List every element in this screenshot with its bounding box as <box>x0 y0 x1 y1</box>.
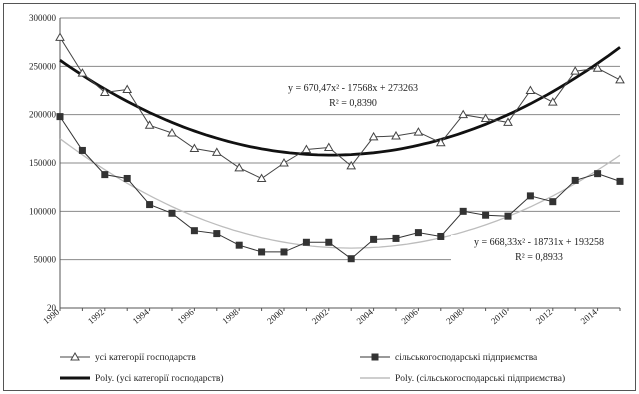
data-point-enterprises <box>280 248 288 256</box>
data-point-all-categories <box>99 87 110 96</box>
data-point-enterprises <box>392 234 400 242</box>
legend-marker-all <box>70 351 80 361</box>
data-point-enterprises <box>526 192 534 200</box>
legend: усі категорії господарств сільськогоспод… <box>60 351 565 384</box>
y-tick-label: 200000 <box>29 110 57 120</box>
data-point-all-categories <box>547 97 558 106</box>
y-tick-label: 20 <box>47 303 57 313</box>
equation-2-bg <box>451 235 627 264</box>
data-point-all-categories <box>391 130 401 140</box>
data-point-enterprises <box>302 238 310 246</box>
data-point-all-categories <box>525 85 536 95</box>
data-point-all-categories <box>77 68 88 77</box>
data-point-enterprises <box>482 211 490 219</box>
trendline-2 <box>59 138 621 249</box>
r-squared-2: R² = 0,8933 <box>515 252 563 263</box>
y-tick-label: 100000 <box>29 206 57 216</box>
data-point-enterprises <box>78 146 86 154</box>
data-point-all-categories <box>167 128 177 137</box>
legend-label-poly-enterprises: Poly. (сільськогосподарські підприємства… <box>395 373 565 384</box>
data-point-enterprises <box>370 235 378 243</box>
data-point-all-categories <box>55 32 65 41</box>
chart-border <box>3 3 636 391</box>
data-point-all-categories <box>234 162 245 172</box>
series-group <box>55 32 625 263</box>
y-tick-label: 150000 <box>29 158 57 168</box>
r-squared-1: R² = 0,8390 <box>329 98 377 109</box>
data-point-all-categories <box>346 160 357 170</box>
data-point-enterprises <box>235 241 243 249</box>
trendlines <box>59 46 621 249</box>
trend-equations: y = 670,47x² - 17568x + 273263 R² = 0,83… <box>262 80 627 264</box>
data-point-enterprises <box>347 255 355 263</box>
legend-label-all: усі категорії господарств <box>95 353 196 363</box>
data-point-all-categories <box>480 113 491 123</box>
series-line-2 <box>59 116 621 260</box>
series-line-1 <box>59 37 621 180</box>
data-point-enterprises <box>459 207 467 215</box>
legend-marker-enterprises <box>371 353 379 361</box>
data-point-all-categories <box>592 63 603 72</box>
data-point-enterprises <box>258 248 266 256</box>
y-axis-ticks: 300000 250000 200000 150000 100000 50000 20 <box>29 13 57 313</box>
data-point-enterprises <box>414 229 422 237</box>
data-point-enterprises <box>146 201 154 209</box>
y-tick-label: 300000 <box>29 13 57 23</box>
data-point-enterprises <box>437 232 445 240</box>
data-point-all-categories <box>122 84 133 94</box>
data-point-enterprises <box>213 230 221 238</box>
data-point-all-categories <box>279 158 289 167</box>
data-point-enterprises <box>504 212 512 220</box>
data-point-enterprises <box>571 176 579 184</box>
data-point-all-categories <box>615 74 625 84</box>
data-point-all-categories <box>211 147 222 156</box>
data-point-all-categories <box>256 173 267 182</box>
data-point-enterprises <box>325 238 333 246</box>
data-point-enterprises <box>190 227 198 235</box>
data-point-enterprises <box>101 171 109 179</box>
data-point-enterprises <box>123 174 131 182</box>
data-point-enterprises <box>616 177 624 185</box>
legend-label-poly-all: Poly. (усі категорії господарств) <box>95 373 224 384</box>
data-point-all-categories <box>570 66 581 75</box>
equation-2: y = 668,33x² - 18731x + 193258 <box>474 237 604 248</box>
equation-1: y = 670,47x² - 17568x + 273263 <box>288 83 418 94</box>
data-point-all-categories <box>301 144 312 153</box>
data-point-all-categories <box>458 109 469 119</box>
data-point-all-categories <box>413 127 424 136</box>
axes <box>59 18 621 311</box>
trendline-1 <box>59 46 621 157</box>
data-point-all-categories <box>368 131 379 141</box>
data-point-all-categories <box>503 117 513 126</box>
data-point-all-categories <box>189 143 200 153</box>
data-point-enterprises <box>549 198 557 206</box>
equation-1-bg <box>262 80 444 111</box>
data-point-all-categories <box>323 142 334 152</box>
legend-label-enterprises: сільськогосподарські підприємства <box>395 353 538 363</box>
data-point-enterprises <box>594 170 602 178</box>
y-tick-label: 250000 <box>29 61 57 71</box>
y-tick-label: 50000 <box>34 255 57 265</box>
data-point-enterprises <box>168 209 176 217</box>
data-point-all-categories <box>144 120 155 129</box>
data-point-enterprises <box>56 113 64 121</box>
data-point-all-categories <box>435 137 446 147</box>
